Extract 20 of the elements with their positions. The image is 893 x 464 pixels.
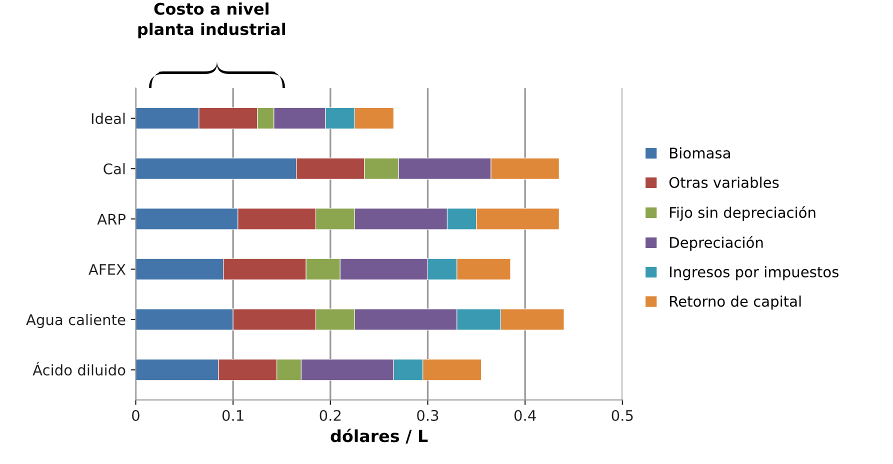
- legend-label: Depreciación: [670, 236, 763, 251]
- text: Costo a nivel planta industrial: [138, 2, 286, 38]
- x-tick-label: 0.1: [222, 410, 244, 421]
- legend-label: Biomasa: [670, 147, 730, 159]
- y-tick-label: Ideal: [92, 112, 125, 124]
- legend-label: Otras variables: [669, 176, 779, 188]
- x-axis-title: dólares / L: [330, 428, 428, 444]
- y-tick-label: Cal: [104, 163, 125, 174]
- legend-label: Retorno de capital: [670, 296, 801, 310]
- y-tick-label: ARP: [97, 214, 126, 224]
- x-tick-label: 0.5: [612, 410, 633, 421]
- y-tick-label: Agua caliente: [26, 314, 126, 328]
- x-tick-label: 0.2: [320, 410, 341, 421]
- x-tick-label: 0.4: [514, 410, 536, 421]
- legend-label: Ingresos por impuestos: [670, 266, 838, 280]
- y-tick-label: AFEX: [88, 264, 126, 275]
- x-tick-label: 0: [132, 410, 140, 421]
- legend-label: Fijo sin depreciación: [670, 206, 816, 221]
- x-tick-label: 0.3: [417, 410, 438, 421]
- y-tick-label: Ácido diluido: [32, 362, 126, 376]
